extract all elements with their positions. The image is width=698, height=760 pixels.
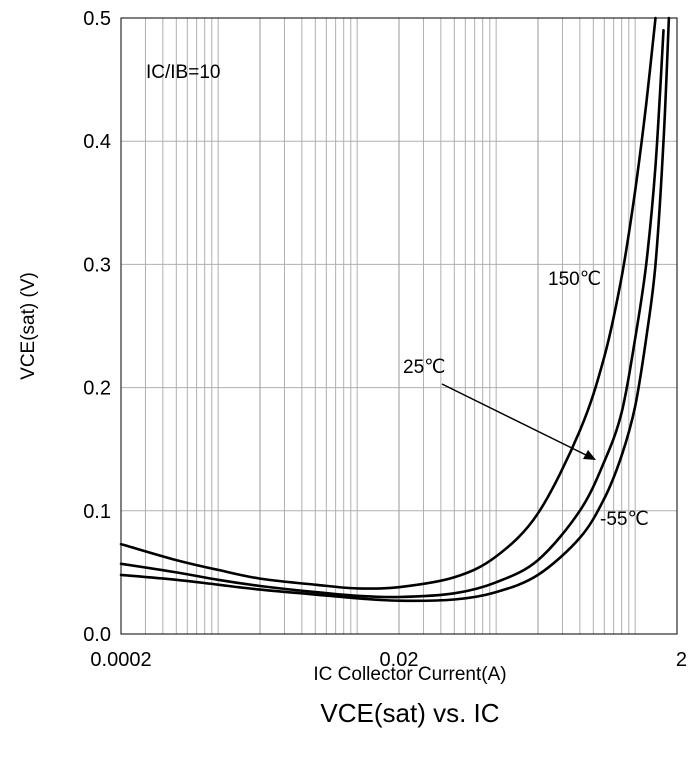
- y-tick-label: 0.2: [83, 378, 111, 400]
- grid: [121, 18, 677, 634]
- condition-label: IC/IB=10: [146, 62, 220, 83]
- series-line-minus55c: [119, 16, 671, 603]
- label-25c: 25℃: [403, 357, 445, 378]
- y-axis-label: VCE(sat) (V): [18, 272, 39, 380]
- x-tick-labels: 0.0002 0.02 2: [90, 649, 687, 671]
- y-tick-label: 0.3: [83, 254, 111, 276]
- y-tick-labels: 0.0 0.1 0.2 0.3 0.4 0.5: [83, 8, 111, 646]
- y-tick-label: 0.5: [83, 8, 111, 30]
- series-line-150c: [119, 16, 657, 590]
- x-tick-label: 0.0002: [90, 649, 151, 671]
- annotation-arrow-line: [441, 383, 589, 457]
- label-minus55c: -55℃: [600, 509, 649, 530]
- plot-area-frame: [120, 17, 678, 635]
- series-line-25c: [119, 29, 665, 599]
- series-layer: [119, 16, 671, 603]
- y-tick-label: 0.0: [83, 624, 111, 646]
- x-axis-label: IC Collector Current(A): [313, 664, 506, 685]
- annotation-arrow-head: [583, 450, 596, 460]
- x-tick-label: 2: [676, 649, 687, 671]
- y-tick-label: 0.1: [83, 501, 111, 523]
- label-150c: 150℃: [548, 269, 601, 290]
- chart-title: VCE(sat) vs. IC: [320, 698, 499, 728]
- y-tick-label: 0.4: [83, 131, 111, 153]
- x-tick-label: 0.02: [380, 649, 419, 671]
